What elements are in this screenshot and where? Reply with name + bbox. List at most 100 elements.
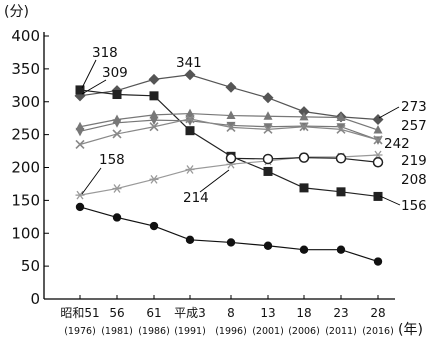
data-point [373,125,383,134]
triangle-marker [336,112,346,122]
asterisk-marker [112,184,122,193]
x-year-label: (2006) [288,326,320,337]
data-point [112,119,122,128]
series-line [79,206,379,263]
filled-circle-marker [112,213,122,222]
x-marker [263,124,273,134]
triangle-marker [299,111,309,121]
filled-circle-marker [373,257,383,266]
data-point [185,235,195,245]
open-circle-marker [335,153,347,164]
data-point [226,238,236,247]
x-tick-label: 昭和51 [60,306,99,320]
data-point [75,190,85,200]
y-tick-label: 100 [11,224,40,242]
data-point [336,124,346,134]
diamond-marker [372,114,384,126]
data-label: 341 [176,55,202,71]
series-layer [74,69,384,266]
filled-circle-marker [226,238,236,247]
data-point [112,129,122,139]
data-label: 214 [183,190,209,206]
y-tick-label: 250 [11,126,40,144]
y-tick-label: 0 [30,290,40,308]
y-tick-label: 350 [11,60,40,78]
open-circle-marker [225,153,237,164]
x-marker [299,122,309,132]
x-marker [149,122,159,132]
x-year-label: (1996) [215,326,247,337]
data-point [184,69,196,81]
x-year-label: (2001) [252,326,284,337]
data-point [372,156,384,168]
x-tick-label: 23 [333,306,348,320]
data-point [262,153,274,165]
data-label: 242 [384,136,410,152]
triangle-marker [226,110,236,120]
x-tick-label: 平成3 [174,306,206,320]
series-open-circle [225,152,384,168]
data-label: 309 [102,65,128,81]
data-label: 318 [92,45,118,61]
series-x [75,114,383,150]
leader-line [81,79,107,95]
data-label: 156 [401,198,427,214]
data-point [336,245,346,254]
triangle-down-marker [263,123,273,132]
data-point [185,108,195,118]
square-marker [336,187,346,197]
square-marker [149,91,159,101]
y-axis-unit: (分) [4,4,29,20]
diamond-marker [298,106,310,118]
data-point [335,153,347,164]
data-point [75,85,85,95]
x-tick-label: 28 [370,306,385,320]
triangle-marker [149,109,159,119]
data-point [185,114,195,124]
triangle-marker [373,125,383,134]
x-marker [226,122,236,132]
data-point [336,123,346,132]
series-square [75,85,383,201]
x-year-label: (1981) [101,326,133,337]
x-marker [112,129,122,139]
data-point [373,257,383,266]
asterisk-marker [185,165,195,174]
x-marker [185,114,195,124]
series-line [79,89,379,198]
triangle-marker [263,111,273,120]
y-tick-label: 50 [21,257,40,275]
data-label: 273 [401,99,427,115]
data-point [112,213,122,222]
diamond-marker [262,92,274,104]
square-marker [75,85,85,95]
y-tick-label: 400 [11,27,40,45]
leader-line [379,195,401,206]
x-year-label: (1991) [174,326,206,337]
x-tick-label: 13 [260,306,275,320]
square-marker [185,126,195,136]
x-year-label: (1986) [138,326,170,337]
data-point [149,116,159,126]
series-triangle-down [75,116,383,145]
diamond-marker [225,81,237,93]
leader-line [81,59,97,89]
asterisk-marker [149,174,159,184]
open-circle-marker [298,152,310,163]
data-point [299,245,309,254]
data-point [149,109,159,119]
data-label: 208 [401,172,427,188]
x-marker [373,135,383,145]
triangle-down-marker [149,116,159,126]
filled-circle-marker [149,221,159,231]
triangle-down-marker [75,127,85,137]
data-point [262,92,274,104]
filled-circle-marker [336,245,346,254]
x-year-label: (2016) [362,326,394,337]
axes: 0 50 100 150 200 250 300 350 400 昭和51 (1976) 56 (198… [4,4,423,338]
data-point [75,127,85,137]
data-point [336,112,346,122]
y-tick-label: 300 [11,93,40,111]
